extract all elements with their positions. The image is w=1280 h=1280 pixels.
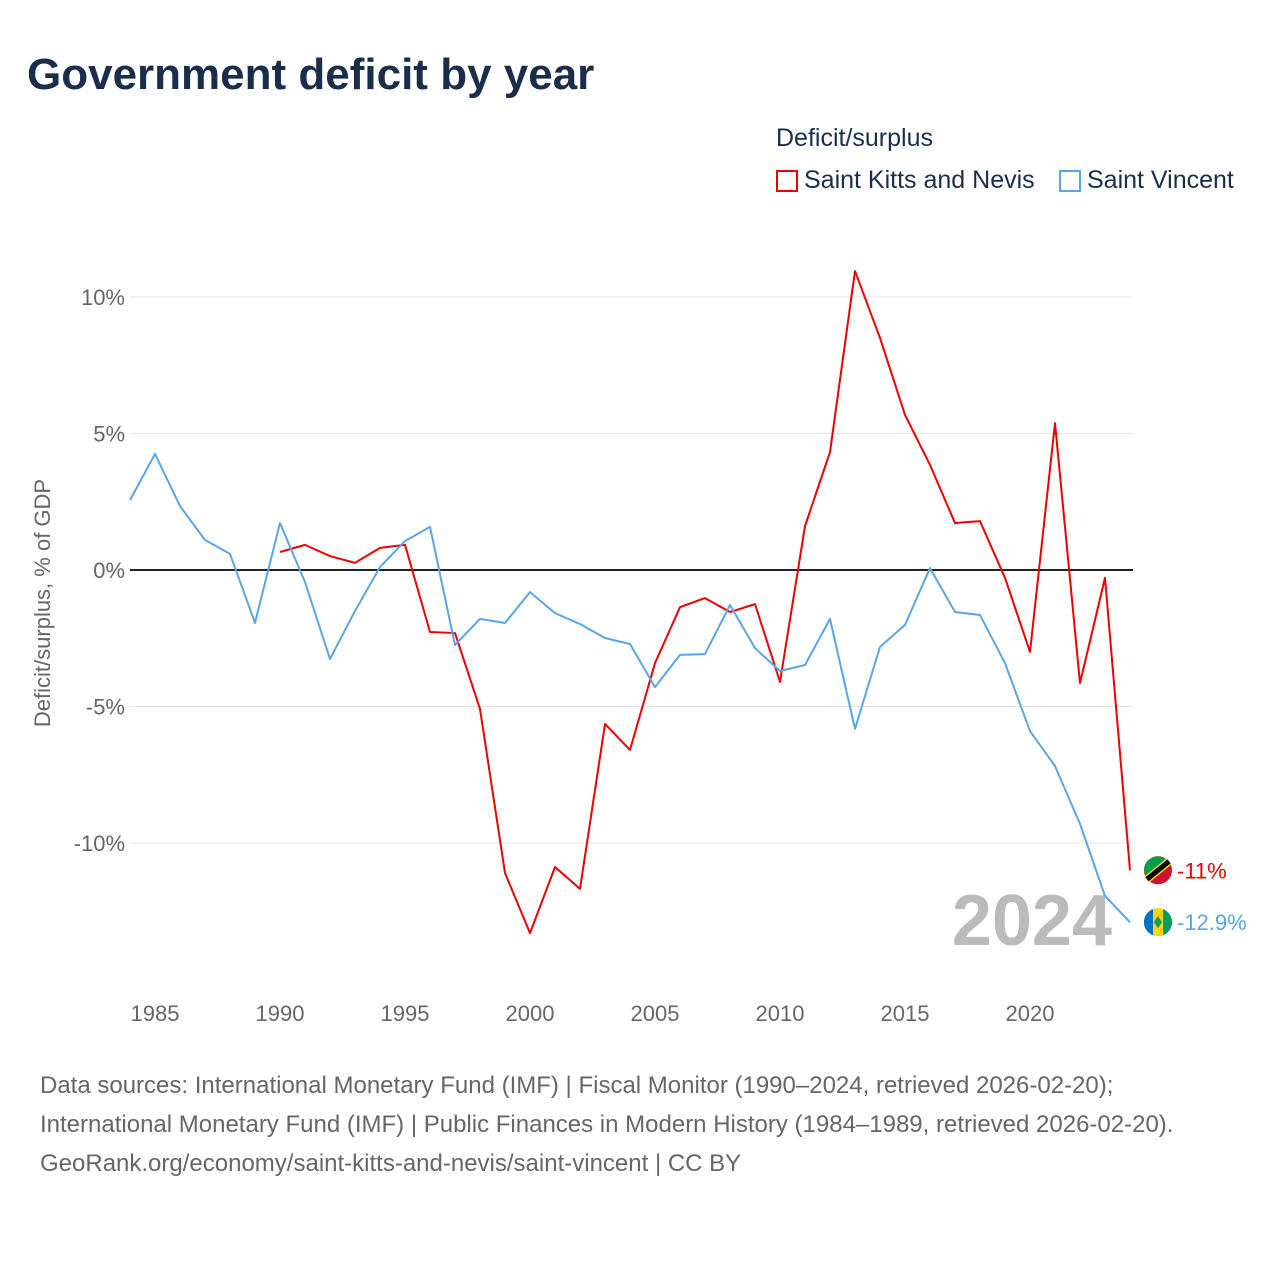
- y-tick-label: -5%: [86, 695, 125, 720]
- y-axis-label: Deficit/surplus, % of GDP: [30, 479, 55, 727]
- flag-part: [1163, 909, 1173, 936]
- y-tick-label: 0%: [93, 558, 125, 583]
- data-sources: Data sources: International Monetary Fun…: [40, 1072, 1174, 1138]
- x-tick-label: 2005: [631, 1001, 680, 1026]
- footer: Data sources: International Monetary Fun…: [40, 1066, 1240, 1183]
- y-tick-label: 10%: [81, 285, 125, 310]
- legend-item-saint-kitts[interactable]: Saint Kitts and Nevis: [776, 166, 1035, 195]
- end-value-label: -12.9%: [1177, 910, 1247, 935]
- y-tick-label: -10%: [74, 831, 125, 856]
- series-line-saint-kitts: [279, 270, 1131, 935]
- legend-item-saint-vincent[interactable]: Saint Vincent: [1059, 166, 1234, 195]
- end-value-label: -11%: [1177, 858, 1227, 883]
- legend-swatch: [776, 169, 798, 192]
- x-tick-label: 2015: [881, 1001, 930, 1026]
- x-tick-label: 1995: [381, 1001, 430, 1026]
- year-label: 2024: [952, 881, 1112, 961]
- chart-title: Government deficit by year: [27, 50, 595, 99]
- x-tick-label: 1985: [131, 1001, 180, 1026]
- series-line-saint-vincent: [129, 452, 1131, 923]
- flag-part: [1145, 859, 1171, 882]
- legend-swatch: [1059, 169, 1081, 192]
- x-tick-label: 2000: [506, 1001, 555, 1026]
- source-link[interactable]: GeoRank.org/economy/saint-kitts-and-nevi…: [40, 1150, 742, 1177]
- x-tick-label: 2020: [1006, 1001, 1055, 1026]
- x-tick-label: 1990: [256, 1001, 305, 1026]
- legend-title: Deficit/surplus: [776, 124, 933, 152]
- legend-label: Saint Vincent: [1087, 166, 1234, 194]
- flag-part: [1143, 909, 1153, 936]
- x-tick-label: 2010: [756, 1001, 805, 1026]
- y-tick-label: 5%: [93, 422, 125, 447]
- legend-label: Saint Kitts and Nevis: [804, 166, 1035, 194]
- flag-part: [1154, 916, 1162, 929]
